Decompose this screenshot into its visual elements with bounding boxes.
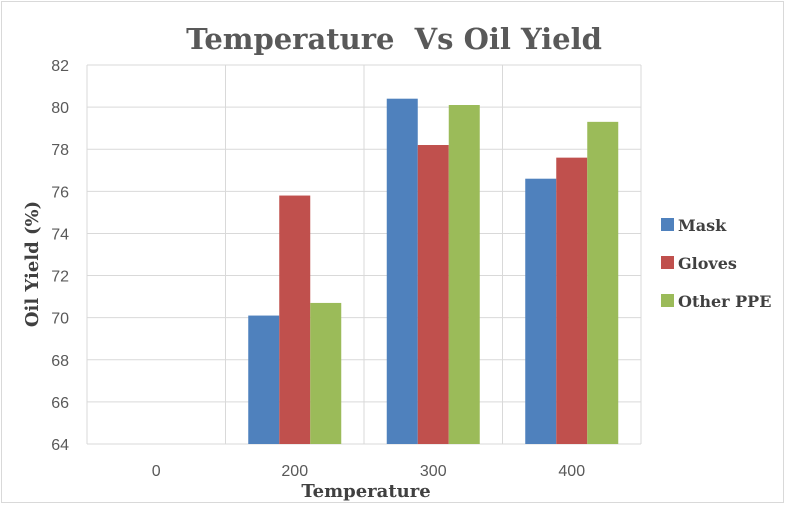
- legend-swatch: [661, 256, 674, 269]
- legend-label: Gloves: [678, 254, 737, 273]
- bar-gloves: [279, 195, 311, 444]
- x-axis-ticks: 0 200 300 400: [152, 463, 585, 480]
- x-axis-title: Temperature: [301, 481, 430, 502]
- y-tick-label: 72: [51, 269, 69, 286]
- y-tick-label: 74: [51, 226, 69, 243]
- bar-other-ppe: [448, 105, 480, 444]
- y-tick-label: 70: [51, 311, 69, 328]
- bar-other-ppe: [587, 121, 619, 444]
- bar-gloves: [417, 145, 449, 444]
- y-axis-ticks: 64 66 68 70 72 74 76 78 80 82: [51, 58, 69, 454]
- y-tick-label: 64: [51, 437, 69, 454]
- bars: [248, 98, 619, 444]
- legend-label: Mask: [678, 216, 727, 235]
- bar-mask: [525, 178, 557, 444]
- y-tick-label: 80: [51, 100, 69, 117]
- x-tick-label: 400: [558, 463, 585, 480]
- legend-label: Other PPE: [678, 292, 771, 311]
- x-tick-label: 200: [281, 463, 308, 480]
- legend-swatch: [661, 218, 674, 231]
- y-tick-label: 76: [51, 184, 69, 201]
- bar-other-ppe: [310, 302, 342, 444]
- bar-mask: [386, 98, 418, 444]
- legend-swatch: [661, 294, 674, 307]
- x-tick-label: 0: [152, 463, 161, 480]
- legend: Mask Gloves Other PPE: [661, 216, 771, 311]
- x-tick-label: 300: [420, 463, 447, 480]
- chart-title: Temperature Vs Oil Yield: [186, 22, 602, 56]
- bar-mask: [248, 315, 280, 444]
- bar-gloves: [556, 157, 588, 444]
- y-tick-label: 82: [51, 58, 69, 75]
- y-tick-label: 78: [51, 142, 69, 159]
- y-tick-label: 68: [51, 353, 69, 370]
- y-axis-title: Oil Yield (%): [22, 201, 43, 327]
- y-tick-label: 66: [51, 395, 69, 412]
